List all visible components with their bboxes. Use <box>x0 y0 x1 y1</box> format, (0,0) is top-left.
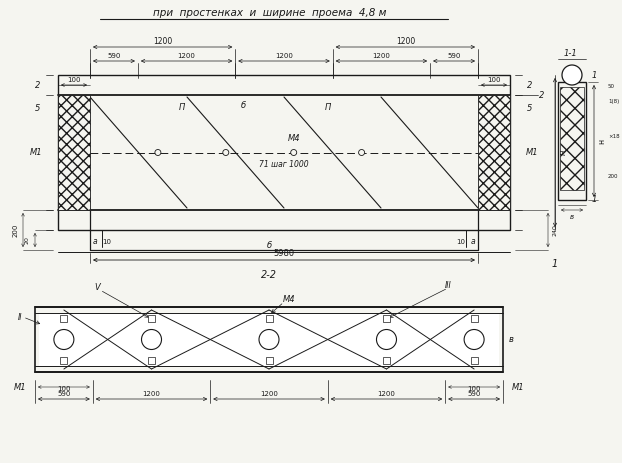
Circle shape <box>155 150 161 156</box>
Text: 5: 5 <box>527 104 532 113</box>
Text: П: П <box>325 104 331 113</box>
Text: М1: М1 <box>512 382 524 392</box>
Text: 1200: 1200 <box>178 53 195 59</box>
Bar <box>58 95 90 210</box>
Text: М1: М1 <box>30 148 42 157</box>
Text: 1200: 1200 <box>378 391 396 397</box>
Text: б: б <box>241 100 246 110</box>
Text: 1: 1 <box>592 195 596 205</box>
Bar <box>148 357 155 364</box>
Text: М4: М4 <box>288 134 300 143</box>
Text: 1: 1 <box>592 70 596 80</box>
Text: 2-2: 2-2 <box>261 270 277 280</box>
Circle shape <box>562 65 582 85</box>
Text: а: а <box>93 238 97 246</box>
Text: П: П <box>179 104 185 113</box>
Bar <box>471 357 478 364</box>
Text: 2: 2 <box>539 90 545 100</box>
Bar <box>471 315 478 322</box>
Text: 5980: 5980 <box>274 250 295 258</box>
Bar <box>558 82 586 200</box>
Text: 1200: 1200 <box>373 53 391 59</box>
Text: 590: 590 <box>107 53 121 59</box>
Text: б: б <box>266 240 272 250</box>
Text: 590: 590 <box>57 391 70 397</box>
Text: 590: 590 <box>447 53 461 59</box>
Circle shape <box>142 330 162 350</box>
Text: М4: М4 <box>282 295 295 305</box>
Text: 1(8): 1(8) <box>608 100 620 105</box>
Text: н: н <box>598 138 606 144</box>
Text: М1: М1 <box>526 148 538 157</box>
Text: при  простенках  и  ширине  проема  4,8 м: при простенках и ширине проема 4,8 м <box>153 8 387 18</box>
Text: М1: М1 <box>14 382 26 392</box>
Circle shape <box>290 150 297 156</box>
Text: 100: 100 <box>67 77 81 83</box>
Text: 200: 200 <box>608 175 618 180</box>
Text: III: III <box>445 281 452 289</box>
Text: 1200: 1200 <box>275 53 293 59</box>
Text: 2: 2 <box>35 81 40 89</box>
Text: ×18: ×18 <box>608 134 620 139</box>
Bar <box>560 87 584 190</box>
Text: 100: 100 <box>57 386 71 392</box>
Circle shape <box>259 330 279 350</box>
Bar <box>383 357 390 364</box>
Text: 10: 10 <box>457 239 465 245</box>
Text: 1200: 1200 <box>260 391 278 397</box>
Text: 100: 100 <box>467 386 481 392</box>
Text: 200: 200 <box>13 223 19 237</box>
Text: 590: 590 <box>467 391 481 397</box>
Bar <box>266 357 272 364</box>
Bar <box>60 357 67 364</box>
Bar <box>478 95 510 210</box>
Text: н: н <box>559 150 567 155</box>
Bar <box>35 307 503 372</box>
Text: 1: 1 <box>552 259 558 269</box>
Circle shape <box>376 330 396 350</box>
Text: 100: 100 <box>487 77 501 83</box>
Bar <box>60 315 67 322</box>
Text: 240: 240 <box>552 224 557 236</box>
Text: в: в <box>570 214 574 220</box>
Bar <box>58 75 510 230</box>
Circle shape <box>359 150 364 156</box>
Text: 2: 2 <box>527 81 532 89</box>
Circle shape <box>464 330 484 350</box>
Bar <box>39 313 499 366</box>
Bar <box>148 315 155 322</box>
Text: 1-1: 1-1 <box>563 49 577 57</box>
Text: а: а <box>471 238 475 246</box>
Text: 71 шаг 1000: 71 шаг 1000 <box>259 160 309 169</box>
Circle shape <box>54 330 74 350</box>
Bar <box>37 309 501 370</box>
Text: в: в <box>509 335 513 344</box>
Text: 50: 50 <box>608 85 615 89</box>
Circle shape <box>223 150 229 156</box>
Text: V: V <box>94 282 100 292</box>
Text: 10: 10 <box>103 239 111 245</box>
Text: 20: 20 <box>24 236 29 244</box>
Bar <box>383 315 390 322</box>
Text: 1200: 1200 <box>396 38 415 46</box>
Bar <box>266 315 272 322</box>
Text: 1200: 1200 <box>142 391 160 397</box>
Text: 1200: 1200 <box>153 38 172 46</box>
Text: II: II <box>18 313 22 321</box>
Text: 5: 5 <box>35 104 40 113</box>
